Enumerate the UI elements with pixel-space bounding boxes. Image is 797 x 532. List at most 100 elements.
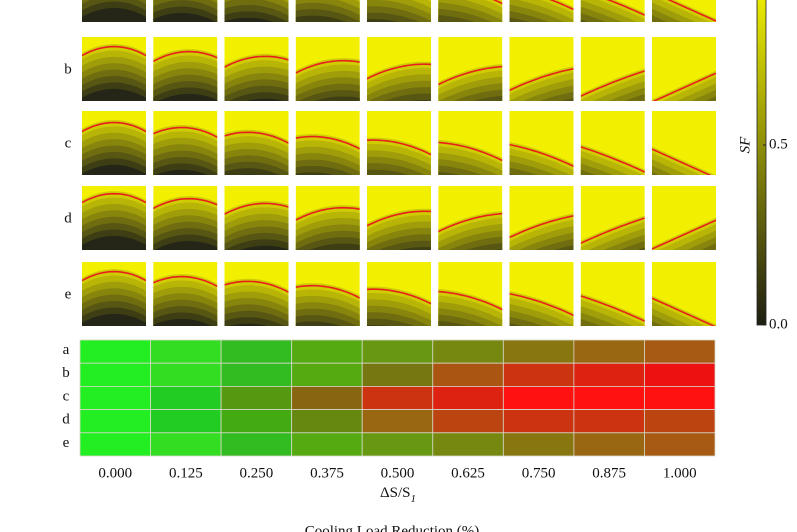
heatmap-cell [150, 409, 222, 434]
sf-contour-line [153, 50, 218, 63]
sf-contour-line [82, 45, 146, 57]
contour-panel [367, 111, 431, 175]
heatmap-cell [291, 432, 363, 457]
colorbar-label: SF [737, 136, 753, 154]
heatmap-cell [432, 409, 504, 434]
contour-band [314, 96, 360, 101]
x-tick-label: 0.750 [522, 465, 556, 481]
sf-contour-line [438, 65, 503, 86]
heatmap-cell [150, 432, 222, 457]
sf-contour-line [295, 135, 360, 150]
x-tick-label: 0.500 [381, 465, 415, 481]
heatmap-cell [644, 339, 716, 364]
contour-panel [82, 37, 146, 101]
sf-contour-line [153, 275, 218, 288]
contour-band [539, 91, 574, 101]
sf-contour-line [667, 0, 716, 22]
x-axis-label: ΔS/S1 [380, 485, 416, 504]
contour-panel [438, 111, 503, 175]
contour-band [580, 163, 613, 175]
contour-band [155, 169, 208, 175]
contour-band [239, 174, 257, 175]
heatmap-cell [644, 385, 716, 410]
panel-row-label: b [64, 61, 72, 77]
sf-contour-line [367, 63, 431, 80]
sf-contour-line [295, 59, 360, 74]
x-tick-label: 0.875 [592, 465, 626, 481]
contour-panel [224, 186, 289, 250]
heatmap-cell [150, 362, 222, 387]
heatmap-cell [361, 385, 434, 410]
contour-panel [224, 111, 289, 175]
contour-panel [367, 262, 431, 326]
sf-contour-line [82, 192, 146, 204]
heatmap-cell [502, 432, 575, 457]
contour-band [509, 323, 522, 326]
contour-panel [652, 37, 716, 101]
contour-band [367, 19, 399, 22]
heatmap-row-label: b [62, 365, 70, 381]
sf-contour-line [509, 293, 574, 317]
heatmap-cell [432, 339, 504, 364]
contour-band [383, 93, 431, 101]
contour-panel [438, 37, 503, 101]
contour-band [509, 316, 544, 326]
sf-contour-line [438, 141, 503, 162]
contour-band [652, 165, 673, 175]
heatmap-cell [361, 432, 434, 457]
x-tick-label: 0.125 [169, 465, 203, 481]
contour-band [295, 172, 335, 175]
contour-band [224, 17, 274, 22]
bottom-label: Cooling Load Reduction (%) [305, 523, 480, 532]
contour-band [438, 21, 444, 22]
heatmap-cell [79, 385, 151, 410]
contour-band [367, 318, 415, 326]
contour-band [239, 245, 289, 250]
heatmap-cell [432, 385, 504, 410]
contour-band [652, 21, 653, 22]
sf-contour-line [82, 121, 146, 133]
heatmap-cell [502, 385, 575, 410]
sf-contour-line [438, 290, 503, 311]
sf-contour-line [509, 215, 574, 239]
contour-panel [580, 262, 645, 326]
contour-panel [295, 186, 360, 250]
contour-panel [224, 262, 289, 326]
colorbar-tick-label: 0.5 [769, 136, 788, 152]
heatmap-cell [79, 362, 151, 387]
heatmap-cell [361, 362, 434, 387]
heatmap-cell [644, 409, 716, 434]
contour-panel [153, 0, 218, 22]
contour-panel [509, 0, 574, 22]
heatmap-cell [220, 339, 293, 364]
contour-band [580, 325, 583, 326]
heatmap-cell [79, 339, 151, 364]
heatmap-cell [220, 362, 293, 387]
contour-panel [153, 111, 218, 175]
sf-contour-line [652, 72, 716, 101]
heatmap-cell [150, 385, 222, 410]
contour-panel [295, 111, 360, 175]
contour-panel [580, 111, 645, 175]
contour-panel [295, 262, 360, 326]
contour-band [82, 7, 146, 22]
heatmap-cell [573, 362, 645, 387]
heatmap-cell [502, 339, 575, 364]
contour-band [705, 96, 716, 101]
contour-band [472, 96, 503, 101]
contour-panel [82, 186, 146, 250]
contour-band [580, 319, 602, 326]
panel-row-label: c [65, 135, 72, 151]
sf-contour-line [153, 197, 218, 210]
contour-band [509, 10, 549, 22]
colorbar-tick-label: 0.0 [769, 316, 788, 332]
heatmap-cell [291, 362, 363, 387]
sf-contour-line [606, 0, 645, 16]
contour-panel [652, 262, 716, 326]
contour-panel [580, 37, 645, 101]
contour-panel [295, 37, 360, 101]
heatmap-row-label: a [63, 342, 70, 358]
sf-contour-line [580, 70, 645, 97]
sf-contour-line [509, 143, 574, 168]
sf-contour-line [367, 288, 431, 305]
